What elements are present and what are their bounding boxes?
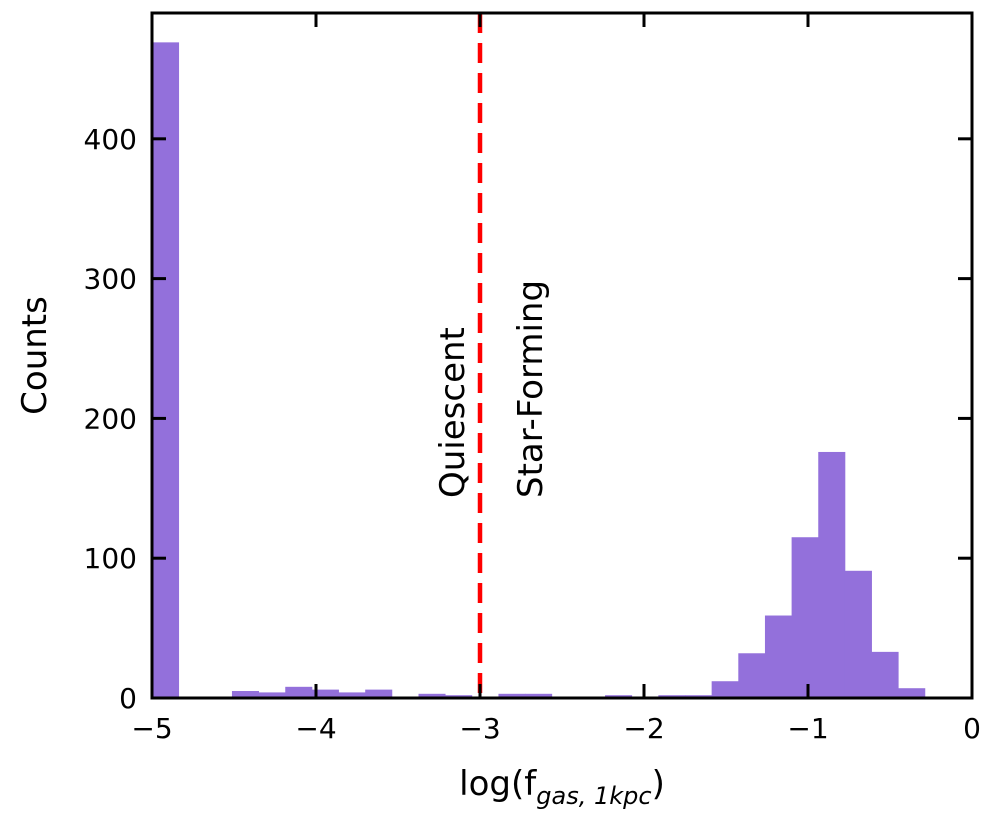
- histogram-bar: [365, 689, 393, 698]
- histogram-bar: [871, 651, 899, 698]
- axis-tick-labels: −5 −4 −3 −2 −1 0 0 100 200 300 400: [84, 123, 981, 745]
- plot-frame: [150, 11, 974, 700]
- y-tick-label: 300: [84, 263, 137, 296]
- y-tick-label: 0: [119, 682, 137, 715]
- histogram-bar: [285, 686, 313, 698]
- x-tick-label: 0: [963, 712, 981, 745]
- axis-ticks: [150, 13, 974, 700]
- x-axis-title: log(fgas, 1kpc): [459, 764, 665, 810]
- y-axis-title: Counts: [15, 296, 55, 415]
- x-tick-label: −5: [131, 712, 172, 745]
- histogram-bar: [711, 681, 739, 698]
- histogram-bar: [764, 615, 792, 698]
- x-tick-label: −3: [459, 712, 500, 745]
- histogram-bar: [738, 653, 766, 698]
- histogram-bar: [844, 570, 872, 698]
- x-axis-title-main: log(f: [459, 764, 537, 804]
- y-tick-label: 400: [84, 123, 137, 156]
- histogram-bar: [231, 691, 259, 698]
- quiescent-label: Quiescent: [433, 327, 473, 498]
- x-axis-title-end: ): [652, 764, 665, 804]
- histogram-bar: [338, 692, 366, 698]
- histogram-bar: [898, 688, 926, 698]
- x-axis-title-subscript: gas, 1kpc: [536, 782, 651, 810]
- x-tick-label: −4: [295, 712, 336, 745]
- y-tick-label: 200: [84, 402, 137, 435]
- histogram-bar: [791, 537, 819, 698]
- histogram-bar: [498, 693, 526, 698]
- histogram-bar: [258, 692, 286, 698]
- star-forming-label: Star-Forming: [511, 280, 551, 498]
- x-tick-label: −1: [787, 712, 828, 745]
- histogram-bars: [152, 42, 926, 699]
- y-tick-label: 100: [84, 542, 137, 575]
- x-tick-label: −2: [623, 712, 664, 745]
- histogram-bar: [418, 693, 446, 698]
- histogram-bar: [152, 42, 180, 699]
- histogram-bar: [311, 689, 339, 698]
- histogram-bar: [818, 451, 846, 698]
- histogram-bar: [525, 693, 553, 698]
